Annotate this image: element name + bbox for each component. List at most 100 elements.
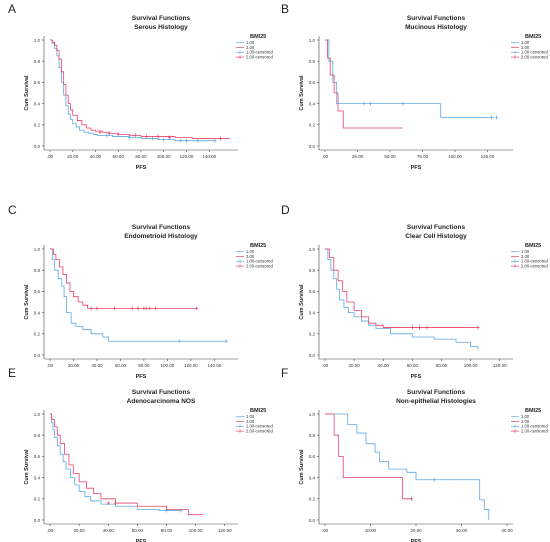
y-axis-label: Cum Survival	[24, 449, 30, 485]
x-tick-label: 25.00	[352, 154, 364, 159]
x-tick-label: 40.00	[378, 363, 390, 368]
chart-title: Survival Functions	[407, 224, 466, 231]
panel-c: C Survival Functions Endometrioid Histolo…	[0, 179, 275, 380]
survival-curve-2	[50, 413, 203, 516]
legend-entry: 2.00-censored	[246, 428, 273, 433]
y-tick-label: 0.6	[34, 454, 41, 459]
y-axis-label: Cum Survival	[299, 449, 305, 485]
x-tick-label: 20.00	[67, 154, 79, 159]
x-tick-label: 100.00	[161, 363, 175, 368]
survival-curve-1	[50, 39, 215, 142]
x-tick-label: 120.00	[218, 528, 232, 533]
panel-letter: D	[281, 203, 290, 217]
y-tick-label: 1.0	[34, 412, 41, 417]
x-tick-label: 60.00	[113, 154, 125, 159]
legend-entry: 2.00-censored	[521, 428, 548, 433]
y-tick-label: 0.4	[34, 310, 41, 315]
legend-title: BMI25	[250, 243, 266, 249]
legend-title: BMI25	[250, 408, 266, 414]
x-tick-label: 100.00	[448, 154, 462, 159]
y-tick-label: 0.8	[34, 433, 41, 438]
survival-curve-2	[325, 39, 403, 129]
y-tick-label: 0.2	[309, 332, 316, 337]
x-tick-label: 125.00	[481, 154, 495, 159]
legend-title: BMI25	[525, 408, 541, 414]
x-axis-label: PFS	[136, 165, 147, 171]
legend-entry: 1.00-censored	[246, 424, 273, 429]
x-tick-label: .00	[47, 528, 54, 533]
y-axis-label: Cum Survival	[24, 75, 30, 111]
legend-entry: 2.00	[246, 419, 255, 424]
km-chart-non-epithelial: Survival Functions Non-epithelial Histolo…	[299, 389, 548, 542]
legend-title: BMI25	[250, 34, 266, 40]
y-tick-label: 1.0	[34, 247, 41, 252]
chart-subtitle: Mucinous Histology	[405, 24, 467, 31]
legend-entry: 1.00-censored	[246, 50, 273, 55]
y-tick-label: 0.4	[309, 475, 316, 480]
x-tick-label: 80.00	[161, 528, 173, 533]
survival-curve-1	[325, 39, 494, 118]
chart-subtitle: Serous Histology	[134, 24, 188, 31]
legend-title: BMI25	[525, 34, 541, 40]
km-chart-mucinous: Survival Functions Mucinous Histology 0.0 0…	[299, 15, 548, 171]
x-tick-label: 40.00	[91, 363, 103, 368]
chart-title: Survival Functions	[132, 389, 191, 396]
legend-entry: 1.00	[246, 414, 255, 419]
panel-letter: B	[281, 2, 290, 16]
y-tick-label: 0.8	[34, 268, 41, 273]
x-tick-label: 20.00	[410, 528, 422, 533]
panel-letter: C	[8, 203, 17, 217]
legend-entry: 1.00	[521, 414, 530, 419]
x-tick-label: 75.00	[417, 154, 429, 159]
x-tick-label: 40.00	[90, 154, 102, 159]
x-tick-label: 120.00	[180, 154, 194, 159]
x-axis-label: PFS	[136, 374, 147, 380]
x-tick-label: 100.00	[189, 528, 203, 533]
y-tick-label: 0.2	[34, 497, 41, 502]
x-tick-label: 30.00	[456, 528, 468, 533]
km-chart-adenocarcinoma: Survival Functions Adenocarcinoma NOS 0.0 0…	[24, 389, 273, 542]
chart-title: Survival Functions	[132, 224, 191, 231]
chart-subtitle: Endometrioid Histology	[124, 233, 198, 240]
x-tick-label: 50.00	[384, 154, 396, 159]
y-tick-label: 0.8	[34, 59, 41, 64]
y-tick-label: 0.2	[309, 123, 316, 128]
legend-entry: 2.00	[521, 419, 530, 424]
legend-entry: 2.00	[246, 45, 255, 50]
y-axis-label: Cum Survival	[24, 284, 30, 320]
legend-entry: 1.00	[246, 249, 255, 254]
survival-curve-2	[325, 248, 478, 328]
km-chart-endometrioid: Survival Functions Endometrioid Histology…	[24, 224, 273, 380]
panel-a: A Survival Functions Serous Histology 0.0 0…	[0, 0, 275, 179]
y-tick-label: 0.6	[309, 454, 316, 459]
legend-entry: 2.00-censored	[521, 54, 548, 59]
panel-f: F Survival Functions Non-epithelial Histo…	[275, 358, 550, 542]
y-tick-label: 0.6	[309, 80, 316, 85]
legend-entry: 1.00-censored	[521, 259, 548, 264]
legend-title: BMI25	[525, 243, 541, 249]
panel-d: D Survival Functions Clear Cell Histology…	[275, 179, 550, 380]
y-tick-label: 0.8	[309, 433, 316, 438]
x-tick-label: 100.00	[464, 363, 478, 368]
survival-curve-1	[50, 248, 227, 342]
y-tick-label: 0.0	[309, 144, 316, 149]
legend-entry: 1.00	[246, 40, 255, 45]
x-tick-label: 20.00	[73, 528, 85, 533]
y-tick-label: 0.0	[309, 353, 316, 358]
survival-curve-1	[325, 248, 479, 350]
x-tick-label: 80.00	[138, 363, 150, 368]
y-tick-label: 0.0	[309, 518, 316, 523]
x-axis-label: PFS	[411, 165, 422, 171]
y-tick-label: 0.2	[34, 123, 41, 128]
chart-subtitle: Adenocarcinoma NOS	[127, 398, 196, 405]
survival-curve-1	[50, 413, 182, 511]
panel-b: B Survival Functions Mucinous Histology 0.…	[275, 0, 550, 179]
survival-curve-2	[325, 413, 412, 500]
x-tick-label: 20.00	[348, 363, 360, 368]
x-tick-label: 60.00	[132, 528, 144, 533]
legend-entry: 2.00	[521, 254, 530, 259]
x-tick-label: 40.00	[501, 528, 513, 533]
survival-curve-1	[325, 413, 490, 520]
y-tick-label: 0.0	[34, 518, 41, 523]
x-tick-label: 140.00	[208, 363, 222, 368]
